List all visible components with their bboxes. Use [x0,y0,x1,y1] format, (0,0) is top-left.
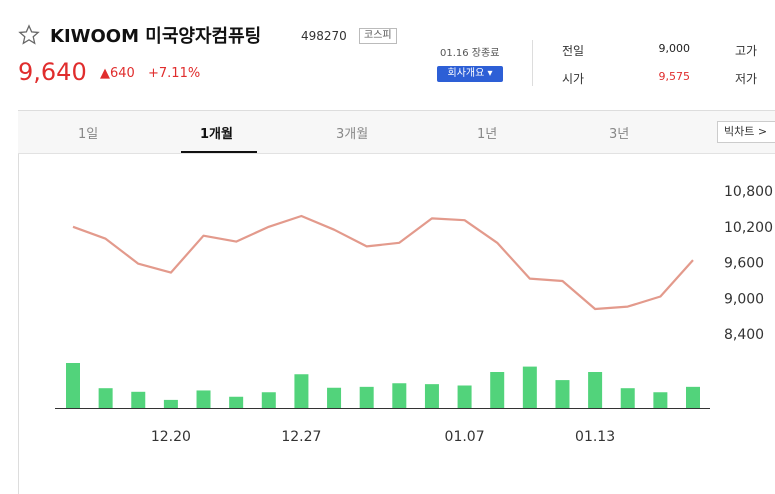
stats-divider [532,40,533,86]
tab-1-month[interactable]: 1개월 [200,127,233,142]
price-change-percent: +7.11% [148,66,201,81]
y-tick-label: 10,800 [724,184,773,200]
stat-value-prev-close: 9,000 [658,42,691,55]
volume-bar [163,399,178,408]
stock-code: 498270 [301,29,347,43]
price-change: ▲640 [100,66,135,81]
big-chart-button[interactable]: 빅차트 > [717,121,775,143]
volume-bar [392,383,407,408]
volume-bar [66,363,80,408]
tab-3-month[interactable]: 3개월 [336,127,369,142]
volume-bar [327,387,342,408]
x-tick-label: 12.27 [281,429,321,445]
stat-label-low: 저가 [735,72,758,86]
star-outline-icon[interactable] [18,24,40,46]
volume-bar [588,372,603,408]
stat-label-open: 시가 [562,72,585,86]
company-info-button[interactable]: 회사개요 ▾ [437,66,503,82]
y-tick-label: 9,000 [724,291,764,307]
trade-date-status: 01.16 장종료 [440,48,500,59]
stat-label-prev-close: 전일 [562,44,585,58]
y-tick-label: 10,200 [724,220,773,236]
volume-bar [229,396,244,408]
volume-bar [98,388,113,408]
tab-1-year[interactable]: 1년 [477,127,498,142]
volume-bar [555,380,570,408]
x-tick-label: 12.20 [151,429,191,445]
volume-bar [196,390,211,408]
volume-bar [686,386,700,408]
volume-bar [620,388,635,408]
current-price: 9,640 [18,58,87,86]
volume-bar [294,374,309,408]
tab-3-year[interactable]: 3년 [609,127,630,142]
volume-bar [359,386,374,408]
x-tick-label: 01.07 [445,429,485,445]
volume-bar [424,384,439,408]
stat-label-high: 고가 [735,44,758,58]
y-tick-label: 9,600 [724,256,764,272]
volume-bar [131,391,146,408]
volume-bar [653,392,668,408]
volume-bar [522,366,537,408]
stat-value-open: 9,575 [658,70,691,83]
active-tab-underline [181,151,257,153]
market-badge: 코스피 [359,28,397,44]
volume-bar [490,372,505,408]
price-line [72,214,694,311]
chart-card [18,110,775,494]
period-tabs: 1일 1개월 3개월 1년 3년 [18,111,775,154]
volume-bar [261,392,276,408]
stock-title: KIWOOM 미국양자컴퓨팅 [50,26,262,47]
x-tick-label: 01.13 [575,429,615,445]
y-tick-label: 8,400 [724,327,764,343]
volume-bar [457,385,472,408]
tab-1-day[interactable]: 1일 [78,127,99,142]
